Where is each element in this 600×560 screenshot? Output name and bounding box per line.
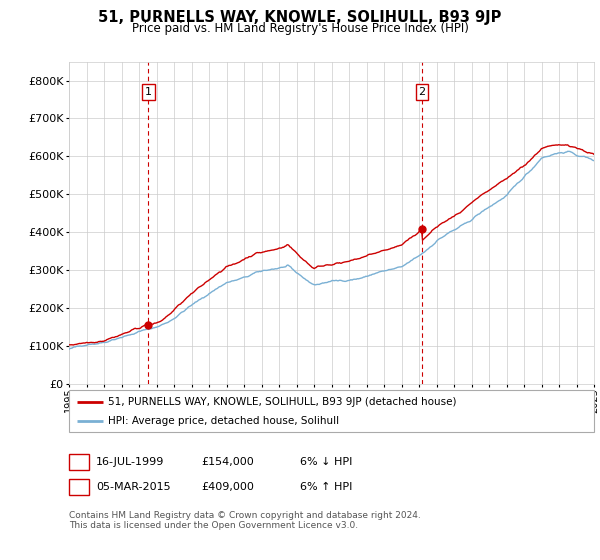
Text: 6% ↓ HPI: 6% ↓ HPI — [300, 457, 352, 467]
Text: 1: 1 — [145, 87, 152, 97]
Text: Price paid vs. HM Land Registry's House Price Index (HPI): Price paid vs. HM Land Registry's House … — [131, 22, 469, 35]
Text: 1: 1 — [76, 457, 82, 467]
Text: Contains HM Land Registry data © Crown copyright and database right 2024.
This d: Contains HM Land Registry data © Crown c… — [69, 511, 421, 530]
Text: 2: 2 — [418, 87, 425, 97]
Text: 51, PURNELLS WAY, KNOWLE, SOLIHULL, B93 9JP: 51, PURNELLS WAY, KNOWLE, SOLIHULL, B93 … — [98, 10, 502, 25]
Text: 51, PURNELLS WAY, KNOWLE, SOLIHULL, B93 9JP (detached house): 51, PURNELLS WAY, KNOWLE, SOLIHULL, B93 … — [109, 396, 457, 407]
Text: 16-JUL-1999: 16-JUL-1999 — [96, 457, 164, 467]
Text: 05-MAR-2015: 05-MAR-2015 — [96, 482, 170, 492]
Text: 6% ↑ HPI: 6% ↑ HPI — [300, 482, 352, 492]
Text: HPI: Average price, detached house, Solihull: HPI: Average price, detached house, Soli… — [109, 416, 340, 426]
Text: 2: 2 — [76, 482, 82, 492]
Text: £409,000: £409,000 — [201, 482, 254, 492]
Text: £154,000: £154,000 — [201, 457, 254, 467]
